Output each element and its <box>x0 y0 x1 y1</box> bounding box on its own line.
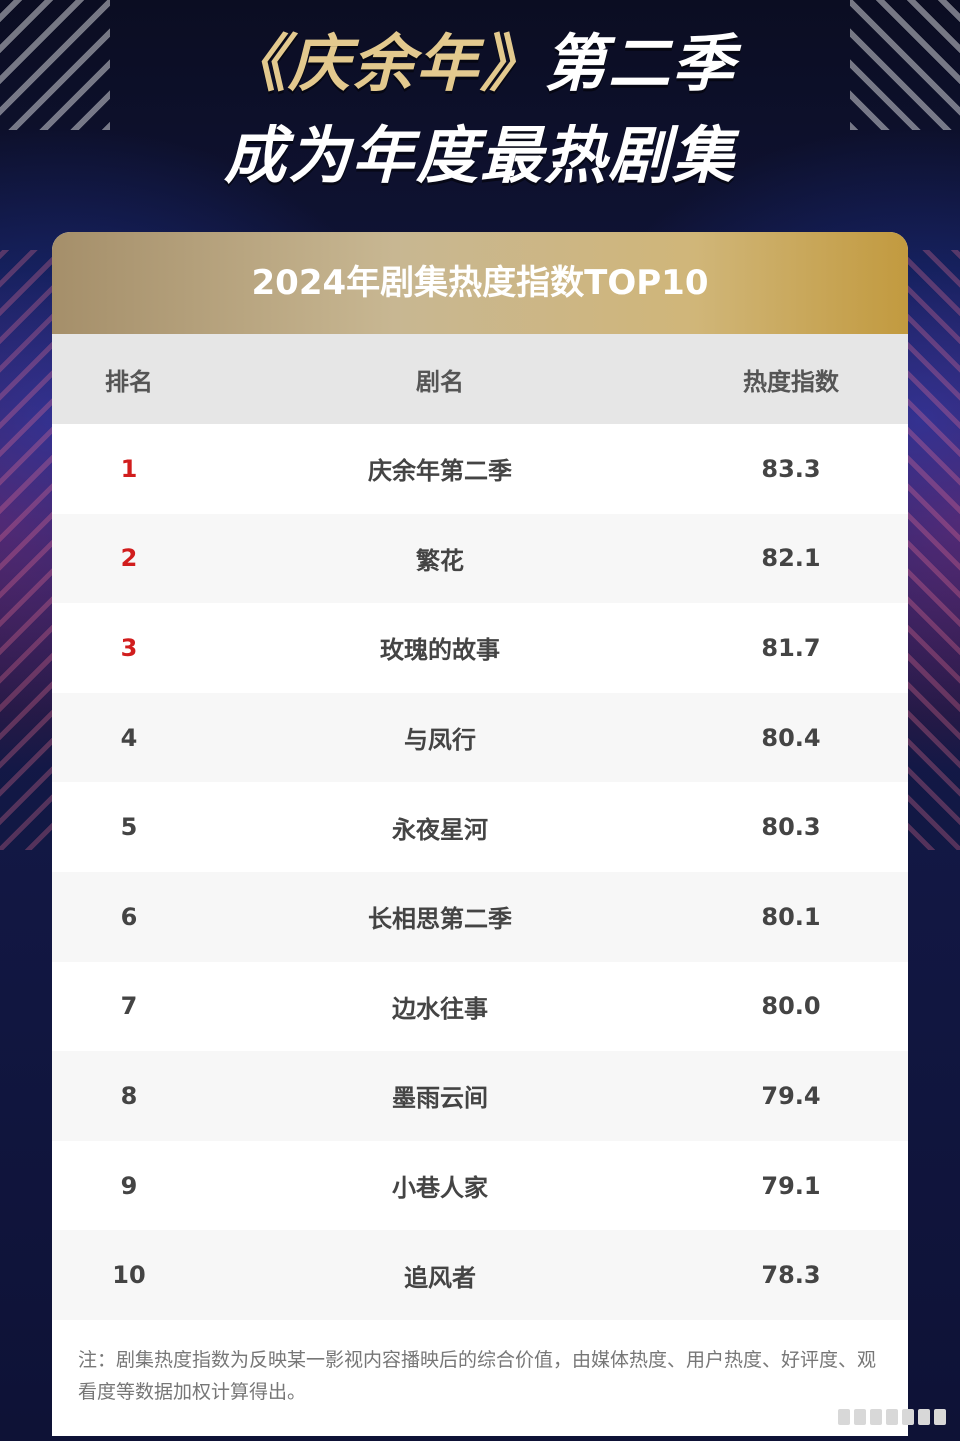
headline-show-title: 《庆余年》 <box>223 27 544 100</box>
name-cell: 玫瑰的故事 <box>380 636 500 665</box>
rank-cell: 2 <box>120 544 138 573</box>
name-cell: 边水往事 <box>392 994 488 1023</box>
name-cell: 墨雨云间 <box>392 1084 488 1113</box>
name-cell: 与凤行 <box>404 726 476 755</box>
value-cell: 80.3 <box>761 813 821 842</box>
ranking-card: 2024年剧集热度指数TOP10 排名 剧名 热度指数 1 庆余年第二季 83.3 2… <box>52 232 908 1436</box>
value-cell: 82.1 <box>761 544 821 573</box>
value-cell: 80.0 <box>761 992 821 1021</box>
table-body: 1 庆余年第二季 83.3 2 繁花 82.1 3 玫瑰的故事 81.7 4 与凤行 80.4 5 永夜星… <box>52 424 908 1320</box>
side-decoration-right <box>900 250 960 850</box>
name-cell: 长相思第二季 <box>368 905 512 934</box>
value-cell: 80.4 <box>761 723 821 752</box>
value-cell: 79.4 <box>761 1081 821 1110</box>
header-name: 剧名 <box>416 367 464 396</box>
rank-cell: 7 <box>120 992 138 1021</box>
headline-line-2: 成为年度最热剧集 <box>223 119 736 192</box>
table-row: 9 小巷人家 79.1 <box>52 1141 908 1231</box>
table-row: 2 繁花 82.1 <box>52 513 908 604</box>
value-cell: 78.3 <box>761 1261 821 1290</box>
value-cell: 83.3 <box>761 454 821 483</box>
header-value: 热度指数 <box>743 367 839 396</box>
watermark <box>796 1409 946 1431</box>
footnote: 注：剧集热度指数为反映某一影视内容播映后的综合价值，由媒体热度、用户热度、好评度… <box>78 1349 877 1403</box>
value-cell: 80.1 <box>761 902 821 931</box>
name-cell: 永夜星河 <box>392 815 488 844</box>
table-row: 1 庆余年第二季 83.3 <box>52 424 908 514</box>
rank-cell: 8 <box>120 1081 138 1110</box>
table-row: 8 墨雨云间 79.4 <box>52 1051 908 1141</box>
rank-cell: 9 <box>120 1171 138 1200</box>
rank-cell: 5 <box>120 813 138 842</box>
rank-cell: 10 <box>112 1261 146 1290</box>
headline-season: 第二季 <box>544 27 737 100</box>
side-decoration-left <box>0 250 60 850</box>
name-cell: 庆余年第二季 <box>368 457 512 486</box>
table-row: 5 永夜星河 80.3 <box>52 782 908 872</box>
name-cell: 追风者 <box>404 1263 476 1292</box>
stripe-decoration-right <box>850 0 960 130</box>
table-row: 4 与凤行 80.4 <box>52 692 908 783</box>
rank-cell: 6 <box>120 902 138 931</box>
value-cell: 79.1 <box>761 1171 821 1200</box>
rank-cell: 1 <box>120 454 138 483</box>
headline-line-1: 《庆余年》第二季 <box>0 28 960 100</box>
stripe-decoration-left <box>0 0 110 130</box>
header-rank: 排名 <box>105 367 153 396</box>
name-cell: 繁花 <box>416 546 464 575</box>
rank-cell: 4 <box>120 723 138 752</box>
rank-cell: 3 <box>120 633 138 662</box>
table-row: 10 追风者 78.3 <box>52 1230 908 1320</box>
table-title: 2024年剧集热度指数TOP10 <box>52 232 908 334</box>
name-cell: 小巷人家 <box>392 1174 488 1203</box>
table-row: 6 长相思第二季 80.1 <box>52 871 908 962</box>
table-row: 3 玫瑰的故事 81.7 <box>52 603 908 693</box>
table-header: 排名 剧名 热度指数 <box>52 334 908 424</box>
table-row: 7 边水往事 80.0 <box>52 962 908 1052</box>
value-cell: 81.7 <box>761 633 821 662</box>
